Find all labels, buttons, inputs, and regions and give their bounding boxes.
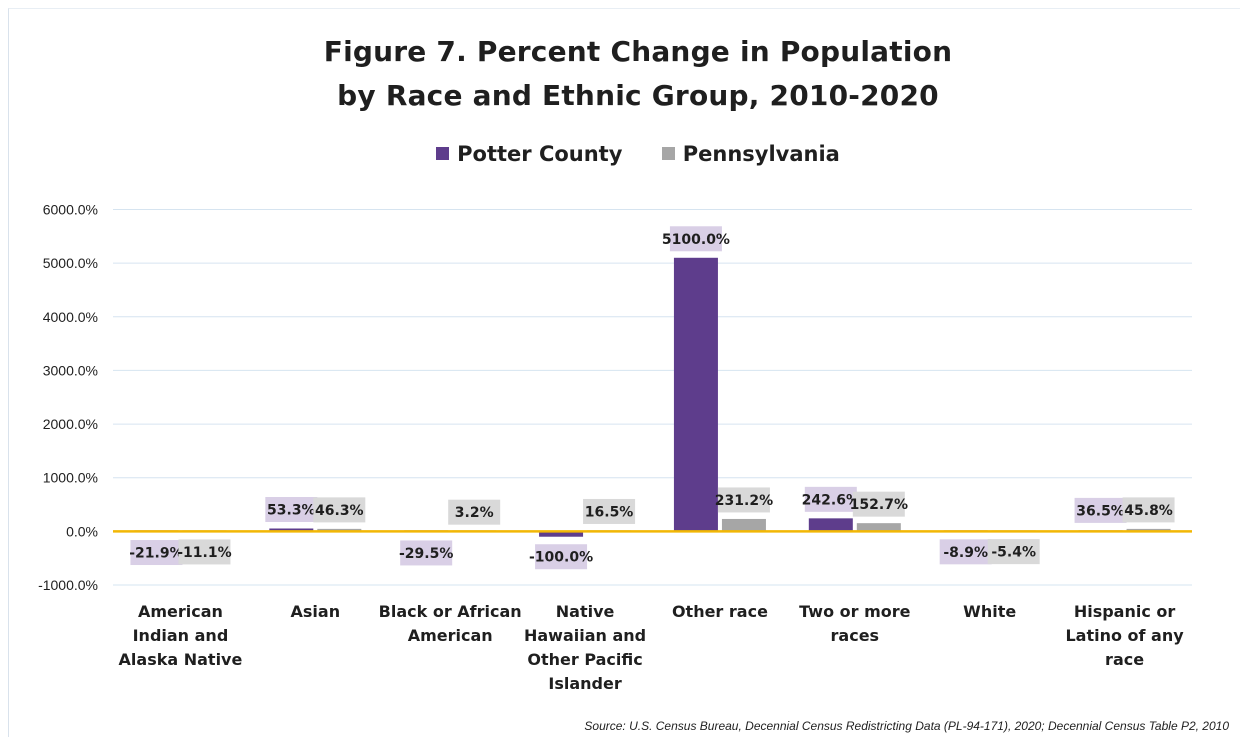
x-category-label-line: races: [831, 626, 880, 645]
x-category-label-line: Islander: [548, 674, 621, 693]
y-tick-label: 3000.0%: [43, 362, 98, 378]
data-label: 45.8%: [1124, 503, 1173, 519]
x-category-label-line: Indian and: [133, 626, 229, 645]
data-label: 242.6%: [802, 492, 860, 508]
y-tick-label: -1000.0%: [38, 577, 98, 593]
x-category-label-line: American: [408, 626, 493, 645]
x-category-label-line: Asian: [291, 602, 341, 621]
data-label: 46.3%: [315, 503, 364, 519]
y-tick-label: 6000.0%: [43, 202, 98, 218]
data-label-box: [400, 540, 453, 566]
data-label-box: [130, 540, 183, 566]
x-category-label: Asian: [291, 602, 341, 621]
data-label-box: [939, 539, 992, 565]
bar: [539, 531, 584, 537]
data-label-box: [1074, 497, 1127, 523]
y-tick-label: 2000.0%: [43, 416, 98, 432]
y-tick-label: 1000.0%: [43, 470, 98, 486]
data-label: -8.9%: [943, 545, 988, 561]
legend-swatch-potter-county: [436, 147, 450, 160]
x-category-label-line: White: [963, 602, 1016, 621]
data-label-box: [178, 539, 231, 565]
chart-legend: Potter County Pennsylvania: [0, 141, 1247, 166]
chart-title-line-1: Figure 7. Percent Change in Population: [323, 35, 953, 68]
data-label-box: [583, 498, 636, 524]
data-label: -100.0%: [529, 550, 593, 566]
data-label-box: [804, 486, 857, 512]
bar: [673, 257, 718, 532]
x-category-label: Black or African American: [379, 602, 522, 645]
data-label-box: [987, 539, 1040, 565]
x-category-label-line: Hispanic or: [1074, 602, 1176, 621]
chart-title: Figure 7. Percent Change in Population b…: [0, 30, 1247, 118]
x-category-label: Other race: [672, 602, 768, 621]
x-category-label: American Indian and Alaska Native: [119, 602, 243, 669]
chart-frame: [8, 8, 1240, 737]
x-category-label-line: race: [1105, 650, 1144, 669]
data-label: -21.9%: [129, 546, 183, 562]
x-category-label-line: Hawaiian and: [524, 626, 646, 645]
legend-item-pennsylvania: Pennsylvania: [661, 141, 840, 166]
x-category-label-line: Two or more: [799, 602, 911, 621]
y-tick-label: 0.0%: [66, 523, 98, 539]
data-label: -11.1%: [177, 545, 231, 561]
data-label: 231.2%: [715, 493, 773, 509]
data-label-box: [535, 544, 588, 570]
legend-swatch-pennsylvania: [661, 147, 675, 160]
data-label: 16.5%: [585, 504, 634, 520]
data-label-box: [852, 491, 905, 517]
x-category-label-line: Other race: [672, 602, 768, 621]
x-category-label: Two or more races: [799, 602, 911, 645]
y-tick-label: 5000.0%: [43, 255, 98, 271]
bar: [269, 528, 314, 532]
chart-title-line-2: by Race and Ethnic Group, 2010-2020: [337, 79, 939, 112]
data-label: 152.7%: [850, 497, 908, 513]
legend-label-potter-county: Potter County: [457, 141, 623, 166]
x-category-label: White: [963, 602, 1016, 621]
legend-item-potter-county: Potter County: [436, 142, 622, 166]
legend-label-pennsylvania: Pennsylvania: [682, 141, 840, 166]
data-label-box: [448, 499, 501, 525]
x-category-label-line: American: [138, 602, 223, 621]
x-category-label-line: Native: [556, 602, 615, 621]
data-label-box: [669, 226, 722, 252]
x-category-label-line: Latino of any: [1065, 626, 1184, 645]
source-note: Source: U.S. Census Bureau, Decennial Ce…: [584, 719, 1229, 733]
data-label-box: [265, 496, 318, 522]
data-label-box: [313, 497, 366, 523]
data-label-box: [717, 487, 770, 513]
x-category-label: Native Hawaiian and Other Pacific Islander: [524, 602, 646, 693]
x-category-label-line: Alaska Native: [119, 650, 243, 669]
data-label: -5.4%: [991, 545, 1036, 561]
data-label: -29.5%: [399, 546, 453, 562]
data-label: 53.3%: [267, 502, 316, 518]
x-category-label-line: Black or African: [379, 602, 522, 621]
x-category-label: Hispanic or Latino of any race: [1065, 602, 1184, 669]
x-category-label-line: Other Pacific: [527, 650, 642, 669]
data-label: 5100.0%: [662, 232, 730, 248]
bar: [721, 518, 766, 532]
data-label: 36.5%: [1076, 503, 1125, 519]
bar: [808, 518, 853, 532]
bar: [856, 523, 901, 532]
data-label-box: [1122, 497, 1175, 523]
data-label: 3.2%: [455, 505, 494, 521]
y-tick-label: 4000.0%: [43, 309, 98, 325]
